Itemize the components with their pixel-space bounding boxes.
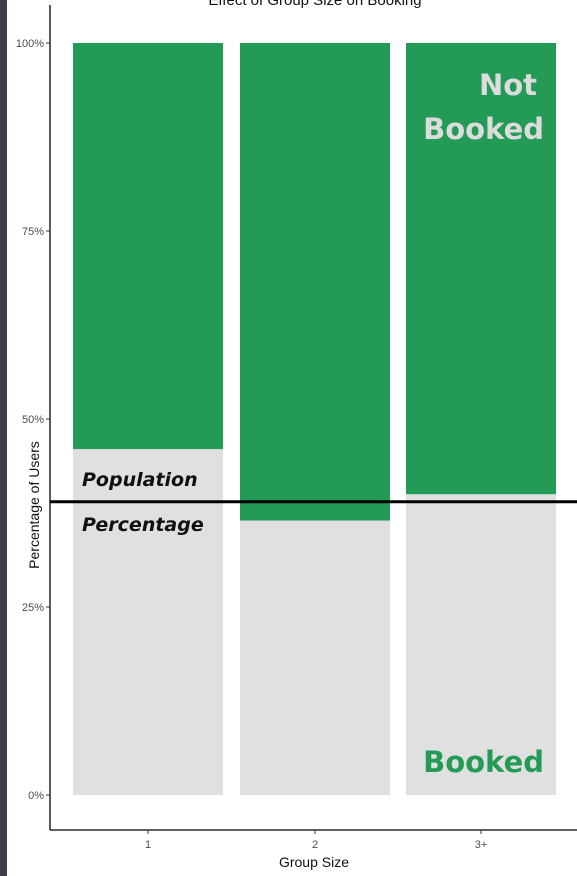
window-edge [0,0,7,876]
bar-not-booked-2 [240,43,390,521]
x-tick-label: 3+ [475,839,488,851]
x-tick-label: 1 [145,839,151,851]
not-booked-label-line1: Not [479,68,537,102]
y-tick-label: 100% [16,38,44,50]
y-axis-title: Percentage of Users [26,441,42,569]
axes-layer [49,5,577,831]
bar-not-booked-3 [406,43,556,495]
bars-layer [73,43,556,795]
chart-title: Effect of Group Size on Booking [208,0,421,9]
x-axis-title: Group Size [279,854,349,870]
y-tick-label: 25% [22,602,44,614]
bar-booked-1 [73,449,223,795]
not-booked-label-line2: Booked [423,112,544,146]
x-tick-label: 2 [312,839,318,851]
bar-not-booked-1 [73,43,223,450]
population-annotation-line1: Population [82,469,198,491]
booked-label: Booked [423,745,544,779]
x-ticks-layer: 1 2 3+ [145,830,487,851]
population-annotation-line2: Percentage [82,514,204,536]
y-tick-label: 0% [28,790,44,802]
bar-booked-3 [406,494,556,795]
bar-booked-2 [240,520,390,795]
y-ticks-layer: 0% 25% 50% 75% 100% [16,38,50,802]
y-tick-label: 50% [22,414,44,426]
y-tick-label: 75% [22,226,44,238]
